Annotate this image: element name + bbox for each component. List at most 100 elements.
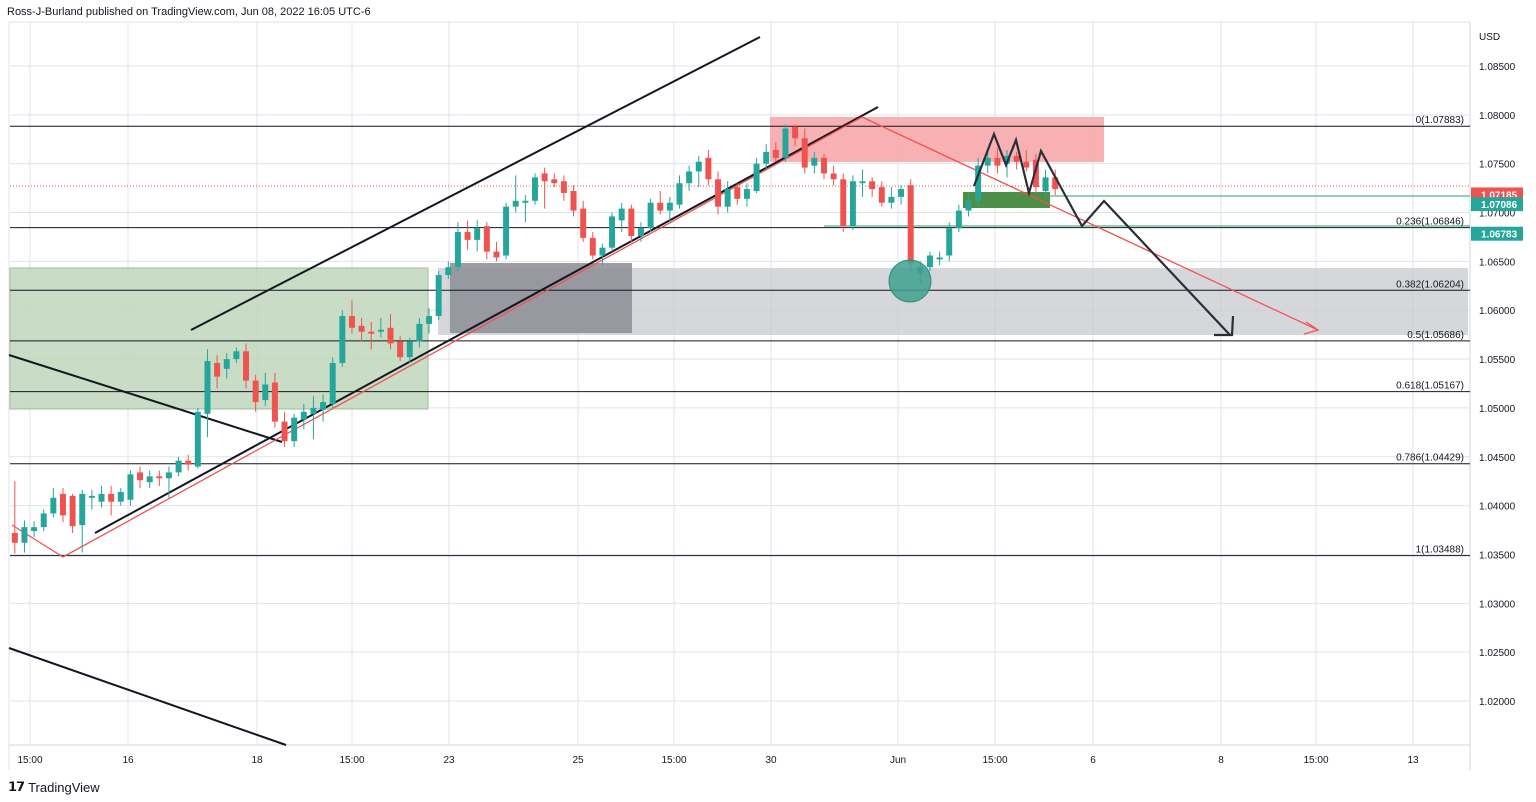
candle-body: [233, 351, 240, 360]
candle: [445, 261, 452, 279]
price-tick-label: 1.07000: [1479, 209, 1516, 220]
candle: [262, 372, 269, 406]
candle-body: [252, 380, 259, 403]
candle-body: [368, 331, 375, 334]
candle-body: [59, 493, 66, 516]
candle-body: [185, 460, 192, 465]
candle: [271, 372, 278, 428]
candle-body: [426, 316, 433, 324]
price-badge-label: 1.06783: [1481, 230, 1518, 241]
candle: [464, 220, 471, 250]
candle-body: [108, 493, 115, 502]
candle: [339, 310, 346, 367]
candle-body: [792, 126, 799, 139]
tradingview-logo[interactable]: 𝟭𝟳 TradingView: [8, 779, 100, 795]
candle: [426, 308, 433, 334]
descending-line-1: [8, 354, 283, 443]
red-trend-path: [11, 116, 1319, 558]
fib-level-label: 0.786(1.04429): [1396, 453, 1464, 464]
time-tick-label: 15:00: [661, 755, 686, 766]
candle: [11, 481, 18, 554]
candle-body: [474, 228, 481, 240]
candle: [185, 454, 192, 471]
fib-level-label: 0.236(1.06846): [1396, 217, 1464, 228]
price-tick-label: 1.02500: [1479, 648, 1516, 659]
candle: [252, 374, 259, 412]
candle: [965, 192, 972, 217]
candle: [79, 489, 86, 553]
candle-body: [445, 267, 452, 276]
candle-body: [348, 316, 355, 328]
candle-body: [618, 208, 625, 221]
fib-level-label: 0.5(1.05686): [1407, 330, 1464, 341]
candle: [454, 222, 461, 272]
candle-body: [271, 382, 278, 422]
candle-body: [243, 351, 249, 381]
candle: [175, 456, 182, 477]
candle: [551, 173, 558, 188]
price-badge: [1471, 197, 1523, 212]
candle: [926, 251, 933, 272]
candle: [300, 404, 307, 430]
candle: [1023, 149, 1030, 172]
candle: [137, 466, 144, 489]
candle: [570, 185, 577, 217]
candle-body: [840, 179, 847, 227]
candle: [541, 167, 548, 209]
candle: [1042, 169, 1049, 197]
time-axis-ticks[interactable]: 15:00 16 18 15:00 23 25 15:00 30 Jun 15:00 6 8 15:00…: [17, 755, 1419, 766]
candle: [1032, 153, 1039, 193]
candle-body: [715, 179, 722, 207]
price-badge-label: 1.07086: [1481, 200, 1518, 211]
price-tick-label: 1.06500: [1479, 257, 1516, 268]
time-tick-label: 8: [1218, 755, 1224, 766]
candle: [416, 318, 423, 348]
candle: [984, 151, 991, 174]
candle: [975, 157, 982, 207]
candle-body: [377, 329, 384, 332]
candle-body: [69, 495, 76, 527]
candle-body: [454, 232, 461, 268]
candle-body: [666, 202, 673, 211]
candle: [214, 355, 221, 389]
candle: [888, 187, 895, 209]
candle: [705, 149, 712, 186]
neckline-box: [963, 192, 1050, 208]
candle: [435, 271, 442, 320]
candle-body: [1013, 155, 1020, 162]
candle-body: [522, 200, 529, 203]
candle-body: [946, 228, 953, 256]
supply-zone-box: [770, 117, 1104, 162]
candle-body: [483, 226, 490, 252]
candle-body: [782, 128, 789, 158]
price-tick-label: 1.02000: [1479, 697, 1516, 708]
publisher-line: Ross-J-Burland published on TradingView.…: [7, 6, 371, 18]
candle: [98, 486, 105, 508]
price-axis-ticks[interactable]: 1.08500 1.08000 1.07500 1.07000 1.06500 1.060…: [1479, 62, 1516, 708]
candle: [348, 300, 355, 334]
candle-body: [695, 161, 702, 172]
price-badge: [1471, 226, 1523, 241]
candle-body: [763, 151, 770, 164]
candle-body: [1052, 177, 1059, 190]
candle: [368, 321, 375, 350]
candle: [763, 144, 770, 170]
fib-level-label: 1(1.03488): [1416, 545, 1464, 556]
candle: [40, 509, 47, 532]
candle: [243, 343, 249, 389]
candle: [522, 194, 529, 223]
channel-lower-line: [94, 106, 879, 534]
candle-body: [686, 171, 693, 184]
candle: [127, 470, 134, 506]
candle-body: [117, 491, 124, 502]
price-tick-label: 1.03000: [1479, 599, 1516, 610]
time-tick-label: 15:00: [17, 755, 42, 766]
candle-body: [464, 232, 471, 240]
candle-body: [637, 228, 644, 236]
time-tick-label: 30: [765, 755, 777, 766]
candle-body: [551, 179, 558, 184]
candle-body: [79, 493, 86, 526]
candle: [580, 200, 587, 242]
candle-body: [503, 206, 510, 256]
